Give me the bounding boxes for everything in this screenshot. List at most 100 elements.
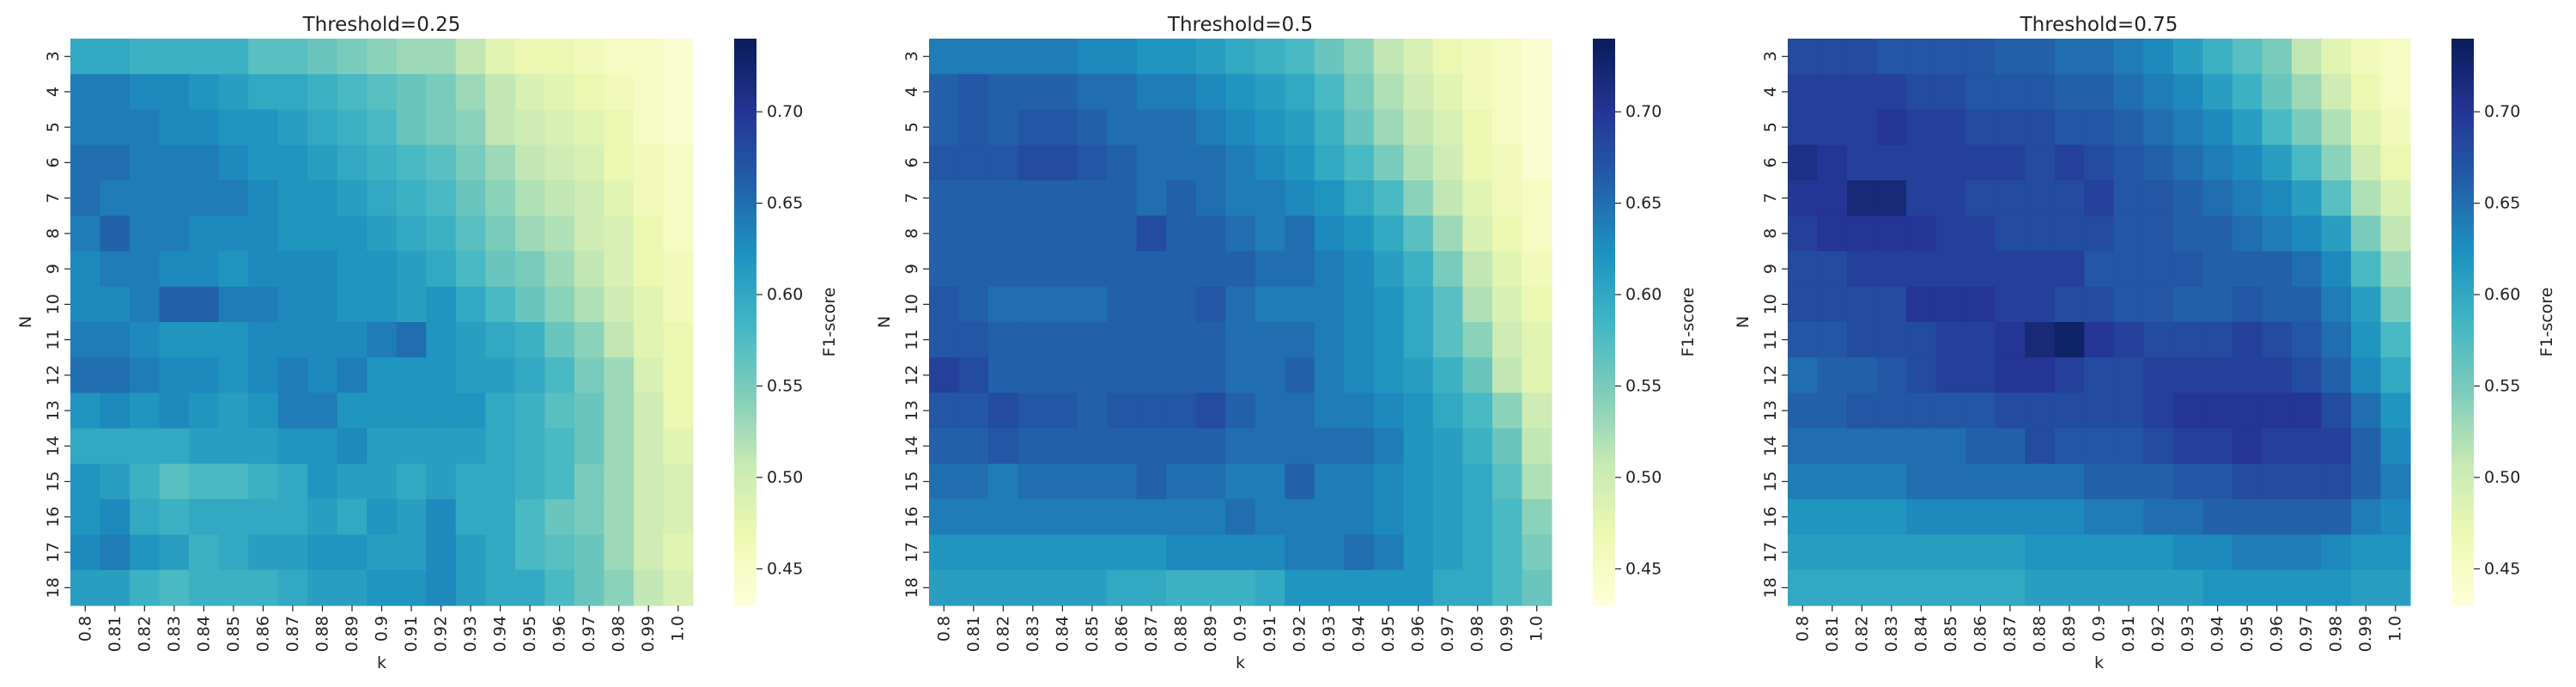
heatmap-cell (2143, 251, 2174, 288)
colorbar-segment (734, 440, 756, 446)
heatmap-cell (367, 428, 398, 465)
heatmap-cell (426, 180, 457, 216)
colorbar-segment (734, 577, 756, 583)
heatmap-cell (2202, 428, 2233, 465)
heatmap-cell (1048, 357, 1078, 394)
heatmap-cell (2380, 357, 2411, 394)
colorbar-segment (1593, 86, 1615, 92)
colorbar-segment (734, 71, 756, 77)
heatmap-cell (2113, 428, 2144, 465)
heatmap-cell (2321, 251, 2352, 288)
heatmap-cell (130, 569, 161, 606)
heatmap-cell (2025, 534, 2056, 571)
heatmap-cell (1788, 392, 1819, 429)
heatmap-cell (929, 392, 960, 429)
colorbar-segment (1593, 128, 1615, 134)
heatmap-cell (396, 534, 427, 571)
heatmap-cell (2350, 322, 2382, 358)
heatmap-cell (544, 569, 575, 606)
heatmap-cell (604, 322, 635, 358)
heatmap-cell (514, 39, 545, 75)
colorbar-segment (1593, 449, 1615, 455)
heatmap-cell (2232, 464, 2263, 500)
heatmap-cell (100, 499, 131, 536)
heatmap-cell (1344, 286, 1375, 323)
heatmap-cell (604, 464, 635, 500)
x-tick-label: 0.98 (610, 616, 629, 652)
heatmap-cell (130, 180, 161, 216)
heatmap-cell (514, 428, 545, 465)
colorbar-segment (734, 303, 756, 309)
y-tick-label: 18 (902, 577, 921, 598)
heatmap-cell (1522, 322, 1552, 358)
heatmap-cell (1048, 322, 1078, 358)
heatmap-cell (1847, 428, 1878, 465)
colorbar-segment (1593, 209, 1615, 215)
heatmap-cell (248, 39, 279, 75)
heatmap-cell (218, 499, 249, 536)
colorbar-segment (2451, 143, 2474, 149)
colorbar-segment (2451, 185, 2474, 191)
heatmap-cell (2202, 39, 2233, 75)
heatmap-cell (1403, 180, 1434, 216)
heatmap-cell (958, 109, 989, 146)
colorbar-segment (734, 265, 756, 271)
colorbar-segment (734, 313, 756, 319)
x-tick-label: 0.98 (1468, 616, 1487, 652)
x-tick-label: 0.87 (2001, 616, 2020, 652)
heatmap-cell (1195, 251, 1226, 288)
heatmap-cell (1965, 109, 1996, 146)
heatmap-cell (1788, 428, 1819, 465)
colorbar-segment (1593, 379, 1615, 385)
colorbar-segment (1593, 388, 1615, 394)
heatmap-cell (1136, 74, 1167, 111)
heatmap-cell (2262, 499, 2293, 536)
heatmap-cell (1018, 322, 1048, 358)
heatmap-cell (2202, 286, 2233, 323)
colorbar-segment (734, 506, 756, 512)
heatmap-cell (1522, 286, 1552, 323)
x-tick-label: 1.0 (1528, 616, 1546, 641)
colorbar-segment (1593, 525, 1615, 531)
heatmap-cell (1522, 144, 1552, 181)
heatmap-cell (929, 357, 960, 394)
heatmap-cell (2321, 286, 2352, 323)
heatmap-cell (929, 144, 960, 181)
heatmap-cell (1935, 251, 1966, 288)
heatmap-cell (1995, 180, 2026, 216)
colorbar-segment (734, 298, 756, 304)
heatmap-cell (218, 392, 249, 429)
heatmap-cell (218, 216, 249, 252)
heatmap-cell (1935, 428, 1966, 465)
heatmap-cell (2113, 144, 2144, 181)
colorbar-segment (1593, 398, 1615, 404)
colorbar-segment (2451, 487, 2474, 493)
heatmap-cell (2084, 216, 2115, 252)
heatmap-cell (2025, 180, 2056, 216)
heatmap-cell (1935, 569, 1966, 606)
heatmap-cell (2350, 428, 2382, 465)
heatmap-cell (130, 39, 161, 75)
heatmap-cell (307, 392, 338, 429)
colorbar-segment (734, 58, 756, 64)
heatmap-cell (1195, 499, 1226, 536)
colorbar-tick-label: 0.50 (1625, 468, 1662, 487)
heatmap-cell (485, 216, 516, 252)
heatmap-cell (100, 464, 131, 500)
colorbar-segment (2451, 90, 2474, 96)
heatmap-cell (367, 39, 398, 75)
colorbar-segment (2451, 133, 2474, 139)
heatmap-cell (159, 357, 190, 394)
colorbar-segment (2451, 355, 2474, 361)
heatmap-cell (2025, 499, 2056, 536)
colorbar-segment (2451, 468, 2474, 474)
heatmap-cell (2202, 216, 2233, 252)
colorbar-segment (2451, 520, 2474, 526)
heatmap-cell (514, 499, 545, 536)
heatmap-cell (1018, 428, 1048, 465)
y-tick-label: 11 (902, 330, 921, 350)
x-tick-label: 0.81 (106, 616, 125, 652)
y-tick-label: 16 (902, 507, 921, 527)
heatmap-cell (574, 109, 605, 146)
heatmap-cell (1314, 392, 1345, 429)
